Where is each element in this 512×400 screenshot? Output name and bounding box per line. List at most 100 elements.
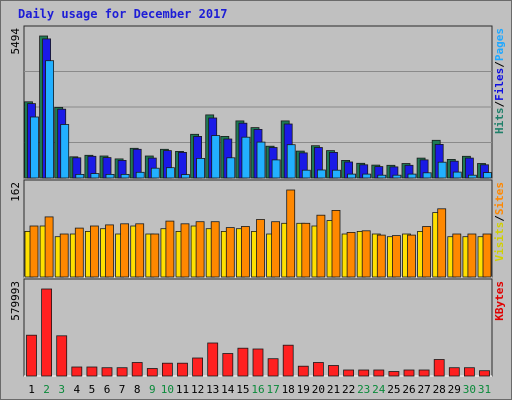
x-tick-label-3: 3 (58, 383, 65, 396)
bar-kbytes-day-15 (237, 347, 249, 377)
x-tick-label-13: 13 (206, 383, 219, 396)
bar-sites-day-17 (271, 221, 281, 278)
bar-sites-day-24 (376, 234, 386, 278)
bar-sites-day-13 (210, 221, 220, 278)
x-tick-label-4: 4 (73, 383, 80, 396)
x-tick-label-29: 29 (448, 383, 461, 396)
ymax-label-visits-sites: 162 (9, 182, 22, 202)
bar-sites-day-31 (482, 233, 492, 278)
bar-pages-day-24 (377, 174, 387, 179)
bar-sites-day-3 (59, 233, 69, 278)
x-tick-label-7: 7 (119, 383, 126, 396)
legend-item-hits: Hits (493, 108, 506, 135)
bar-sites-day-1 (29, 225, 39, 278)
bar-pages-day-29 (452, 171, 462, 179)
bar-sites-day-30 (467, 233, 477, 278)
x-tick-label-28: 28 (433, 383, 446, 396)
bar-kbytes-day-5 (86, 366, 98, 377)
bar-sites-day-2 (44, 216, 54, 278)
bar-pages-day-21 (332, 169, 341, 179)
bar-pages-day-6 (105, 173, 115, 179)
bar-pages-day-19 (301, 169, 311, 179)
bar-pages-day-30 (467, 174, 477, 179)
bar-kbytes-day-13 (207, 342, 219, 377)
bar-pages-day-4 (75, 173, 85, 179)
bar-pages-day-17 (271, 159, 281, 179)
x-tick-label-5: 5 (89, 383, 96, 396)
bar-sites-day-27 (422, 226, 432, 278)
bar-pages-day-28 (437, 161, 447, 179)
x-tick-label-20: 20 (312, 383, 325, 396)
bar-pages-day-22 (347, 173, 357, 179)
ymax-label-hits-files-pages: 5494 (9, 28, 22, 55)
bar-sites-day-28 (437, 208, 447, 278)
legend-hits-files-pages: Hits/Files/Pages (493, 28, 506, 134)
legend-separator: / (493, 215, 506, 222)
x-tick-label-8: 8 (134, 383, 141, 396)
bar-pages-day-18 (286, 144, 296, 179)
bar-pages-day-7 (120, 173, 130, 179)
x-tick-label-14: 14 (221, 383, 235, 396)
bar-kbytes-day-1 (26, 334, 37, 377)
bar-sites-day-15 (240, 226, 250, 278)
bar-kbytes-day-11 (177, 362, 188, 377)
bar-kbytes-day-30 (463, 367, 475, 377)
bar-kbytes-day-19 (297, 365, 309, 377)
bar-sites-day-19 (301, 222, 311, 278)
x-tick-label-16: 16 (251, 383, 264, 396)
bar-pages-day-2 (45, 60, 54, 179)
bar-sites-day-26 (407, 234, 416, 278)
x-tick-label-6: 6 (104, 383, 111, 396)
bar-sites-day-22 (346, 231, 356, 278)
bar-kbytes-day-20 (312, 362, 324, 377)
x-tick-label-9: 9 (149, 383, 156, 396)
x-tick-label-15: 15 (236, 383, 249, 396)
bar-sites-day-9 (150, 233, 160, 278)
legend-separator: / (493, 61, 506, 68)
bar-sites-day-14 (225, 227, 235, 278)
bar-kbytes-day-16 (252, 348, 264, 377)
bar-pages-day-12 (196, 157, 206, 179)
bar-pages-day-20 (316, 169, 326, 179)
bar-kbytes-day-4 (71, 366, 83, 377)
chart-title: Daily usage for December 2017 (18, 7, 228, 21)
x-tick-label-22: 22 (342, 383, 355, 396)
bar-kbytes-day-24 (373, 369, 385, 377)
bar-kbytes-day-22 (343, 369, 355, 377)
bar-pages-day-8 (135, 171, 145, 179)
legend-kbytes: KBytes (493, 281, 506, 321)
bar-sites-day-29 (452, 233, 462, 278)
bar-kbytes-day-28 (433, 359, 445, 377)
bar-sites-day-20 (316, 214, 326, 278)
legend-item-sites: Sites (493, 182, 506, 215)
bar-sites-day-21 (331, 209, 341, 278)
bar-kbytes-day-12 (192, 357, 204, 377)
x-tick-label-30: 30 (463, 383, 476, 396)
bar-sites-day-23 (361, 230, 371, 278)
bar-kbytes-day-10 (161, 362, 173, 377)
bar-sites-day-7 (120, 223, 129, 278)
bar-pages-day-3 (60, 124, 70, 179)
bar-sites-day-5 (90, 225, 99, 278)
x-tick-label-23: 23 (357, 383, 370, 396)
bar-sites-day-12 (195, 221, 205, 278)
bar-kbytes-day-9 (146, 368, 158, 377)
bar-pages-day-25 (392, 174, 402, 179)
bar-kbytes-day-25 (388, 371, 400, 377)
bar-pages-day-16 (256, 141, 266, 179)
legend-item-visits: Visits (493, 222, 506, 262)
bar-sites-day-10 (165, 220, 175, 278)
bar-sites-day-4 (74, 227, 84, 278)
bar-kbytes-day-8 (131, 362, 143, 377)
x-tick-label-17: 17 (266, 383, 279, 396)
bar-pages-day-15 (241, 136, 251, 179)
x-tick-label-31: 31 (478, 383, 491, 396)
bar-kbytes-day-2 (41, 288, 52, 377)
bar-pages-day-23 (362, 173, 372, 179)
bar-pages-day-14 (226, 157, 236, 179)
x-tick-label-24: 24 (372, 383, 386, 396)
bar-kbytes-day-21 (328, 365, 339, 377)
bar-kbytes-day-27 (418, 369, 430, 377)
ymax-label-kbytes: 579993 (9, 281, 22, 321)
